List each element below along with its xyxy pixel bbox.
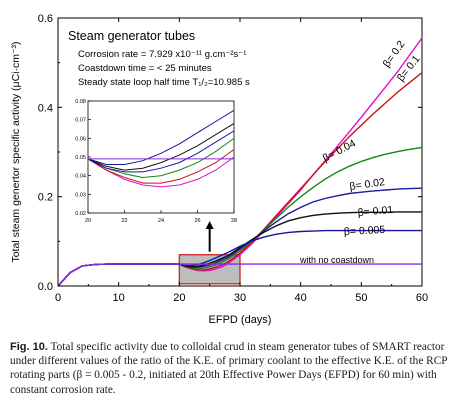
zoom-arrow-head [205, 221, 214, 229]
inset-y-tick-label: 0.05 [75, 155, 86, 161]
y-axis-label: Total steam genertor specific activity (… [10, 41, 22, 262]
inset-series-line-beta-0-01 [88, 122, 234, 171]
inset-y-tick-label: 0.02 [75, 211, 86, 217]
inset-y-tick-label: 0.06 [75, 136, 86, 142]
inset-series-line-beta-0-02 [88, 130, 234, 173]
inset-y-tick-label: 0.04 [75, 174, 86, 180]
inset-x-tick-label: 20 [85, 218, 91, 224]
series-label-no-coastdown: with no coastdown [299, 255, 374, 265]
chart: 20 22 24 26 28 0.02 0.03 0.04 0.05 0.06 0.07 0.08 0… [10, 13, 428, 326]
inset-series-line-beta-0-005 [88, 109, 234, 165]
caption-lead: Fig. 10. [10, 341, 48, 353]
series-label-beta-0-01: β= 0.01 [357, 204, 394, 219]
series-label-beta-0-04: β= 0.04 [321, 137, 358, 164]
annotation-half-time: Steady state loop half time T₁/₂=10.985 … [78, 77, 250, 88]
y-tick-label: 0.4 [38, 102, 53, 114]
series-label-beta-0-1: β= 0.1 [395, 53, 423, 84]
caption-text: Total specific activity due to colloidal… [10, 341, 448, 396]
annotation-coastdown-time: Coastdown time = < 25 minutes [78, 63, 212, 74]
x-axis-label: EFPD (days) [209, 314, 272, 326]
inset-y-tick-label: 0.07 [75, 118, 86, 124]
x-tick-label: 20 [173, 292, 185, 304]
inset-panel [87, 100, 235, 214]
series-label-beta-0-02: β= 0.02 [349, 176, 386, 193]
x-tick-label: 50 [355, 292, 367, 304]
x-tick-label: 30 [234, 292, 246, 304]
highlight-region [178, 254, 241, 285]
annotation-corrosion-rate: Corrosion rate = 7.929 x10⁻¹¹ g.cm⁻²s⁻¹ [78, 49, 246, 60]
figure-caption: Fig. 10. Total specific activity due to … [10, 340, 462, 397]
y-tick-label: 0.0 [38, 281, 53, 293]
inset-x-tick-label: 22 [121, 218, 127, 224]
series-label-beta-0-005: β= 0.005 [344, 224, 386, 238]
inset-y-tick-label: 0.03 [75, 192, 86, 198]
x-tick-label: 0 [55, 292, 61, 304]
x-tick-label: 40 [295, 292, 307, 304]
inset-x-tick-label: 28 [231, 218, 237, 224]
y-tick-label: 0.2 [38, 192, 53, 204]
chart-title: Steam generator tubes [68, 29, 195, 43]
inset-x-tick-label: 26 [194, 218, 200, 224]
x-tick-label: 60 [416, 292, 428, 304]
x-tick-label: 10 [113, 292, 125, 304]
series-line-no-coastdown [57, 263, 422, 287]
inset-x-tick-label: 24 [158, 218, 164, 224]
y-tick-label: 0.6 [38, 13, 53, 25]
inset-y-tick-label: 0.08 [75, 99, 86, 105]
inset-series-line-beta-0-1 [88, 148, 234, 184]
